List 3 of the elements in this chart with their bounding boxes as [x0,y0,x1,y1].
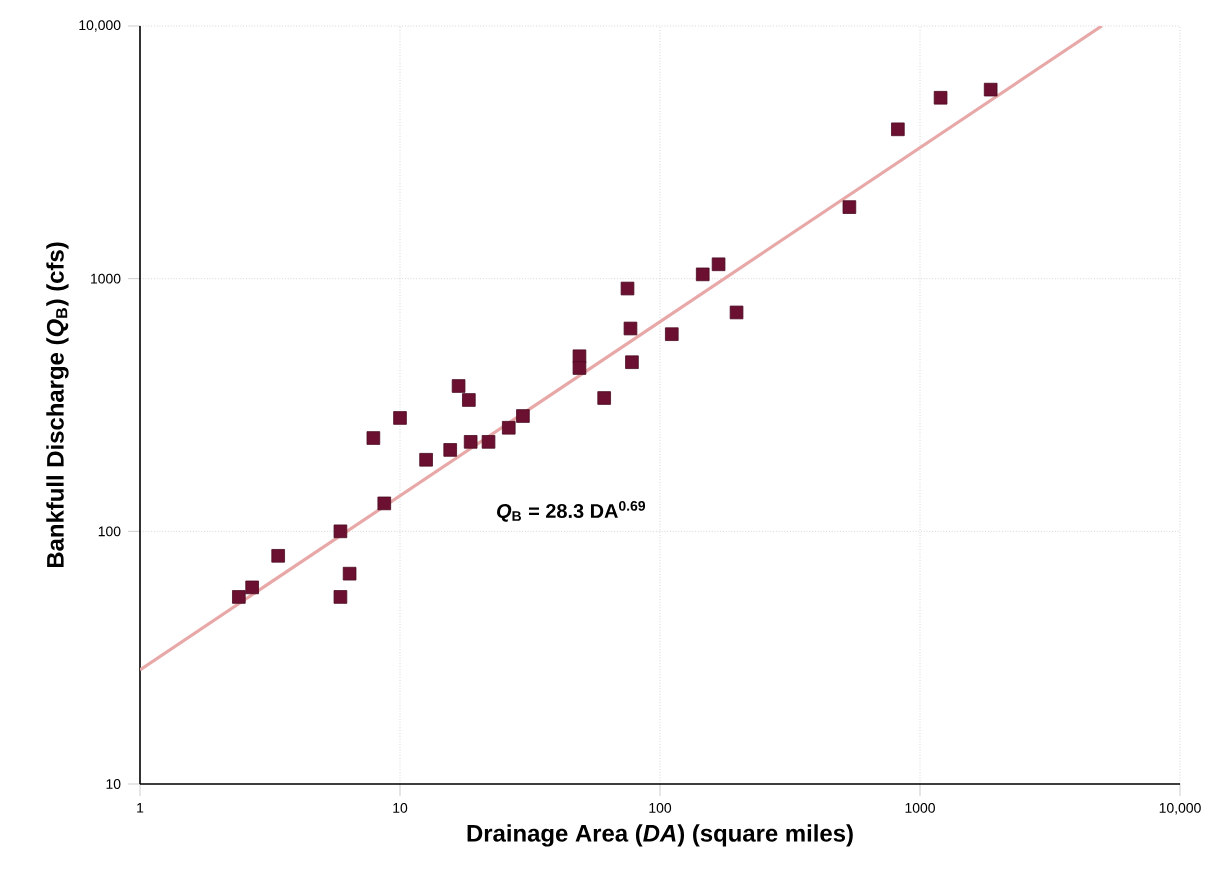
y-axis-title: Bankfull Discharge (Q$_{B}$) (cfs) [46,242,69,568]
x-axis-title: Drainage Area (DA) (square miles) [467,824,853,847]
annotation: Q$_{B}$ = 28.3 DA$^{0.69}$ [497,500,646,522]
